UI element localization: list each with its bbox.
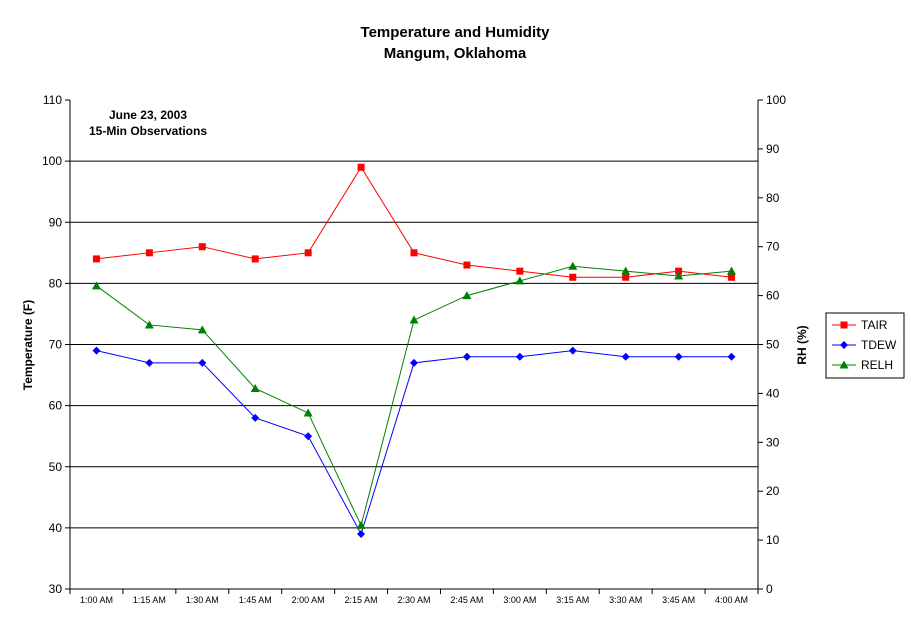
series-line-tdew (96, 350, 732, 536)
point-tdew (568, 346, 577, 355)
x-tick-label: 1:45 AM (239, 595, 272, 605)
point-relh (144, 320, 154, 329)
point-tdew (198, 358, 207, 367)
gridlines (70, 160, 758, 529)
y2-tick-label: 50 (766, 338, 780, 352)
point-tair (463, 261, 471, 269)
annotation-observations: 15-Min Observations (89, 124, 207, 138)
x-tick-label: 3:15 AM (556, 595, 589, 605)
y-tick-label: 50 (49, 460, 63, 474)
y2-axis-label: RH (%) (795, 325, 809, 364)
chart-subtitle: Mangum, Oklahoma (384, 45, 527, 62)
point-tair (145, 249, 153, 257)
annotation-date: June 23, 2003 (109, 108, 187, 122)
point-tdew (251, 413, 260, 422)
point-relh (462, 291, 472, 300)
y2-tick-label: 40 (766, 386, 780, 400)
point-relh (197, 325, 207, 334)
point-tair (622, 273, 630, 281)
y-tick-label: 100 (42, 154, 62, 168)
x-tick-label: 2:45 AM (450, 595, 483, 605)
point-tdew (621, 352, 630, 361)
y-tick-label: 40 (49, 521, 63, 535)
point-tair (410, 249, 418, 257)
y2-tick-label: 100 (766, 93, 786, 107)
legend-label-tdew: TDEW (861, 338, 897, 352)
x-tick-label: 1:30 AM (186, 595, 219, 605)
y2-tick-label: 10 (766, 533, 780, 547)
point-tair (675, 267, 683, 275)
point-relh (303, 408, 313, 417)
point-tdew (674, 352, 683, 361)
x-tick-label: 3:45 AM (662, 595, 695, 605)
x-tick-label: 1:15 AM (133, 595, 166, 605)
y2-tick-label: 70 (766, 240, 780, 254)
series-tair (92, 163, 736, 281)
x-ticks: 1:00 AM 1:15 AM 1:30 AM 1:45 AM 2:00 AM 2:15 … (69, 589, 759, 605)
point-tdew (727, 352, 736, 361)
point-tair (251, 255, 259, 263)
series-line-relh (96, 265, 732, 527)
point-tdew (357, 529, 366, 538)
x-tick-label: 2:00 AM (292, 595, 325, 605)
legend: TAIR TDEW RELH (825, 312, 905, 379)
y2-tick-label: 0 (766, 582, 773, 596)
x-tick-label: 4:00 AM (715, 595, 748, 605)
legend-marker-tdew (840, 341, 848, 349)
x-tick-label: 3:30 AM (609, 595, 642, 605)
point-tdew (304, 432, 313, 441)
series-tdew (92, 346, 736, 538)
y2-tick-label: 60 (766, 289, 780, 303)
x-tick-label: 1:00 AM (80, 595, 113, 605)
y2-tick-label: 90 (766, 142, 780, 156)
point-tair (92, 255, 100, 263)
point-relh (727, 266, 737, 275)
legend-label-tair: TAIR (861, 318, 888, 332)
y-ticks-left: 30 40 50 60 70 80 90 100 110 (42, 93, 70, 596)
legend-item-tdew: TDEW (832, 338, 897, 352)
y-tick-label: 30 (49, 582, 63, 596)
y2-tick-label: 80 (766, 191, 780, 205)
y-ticks-right: 0 10 20 30 40 50 60 70 80 90 100 (758, 93, 786, 596)
y-tick-label: 80 (49, 276, 63, 290)
x-tick-label: 2:15 AM (345, 595, 378, 605)
point-tdew (145, 358, 154, 367)
x-tick-label: 3:00 AM (503, 595, 536, 605)
x-tick-label: 2:30 AM (397, 595, 430, 605)
y-tick-label: 70 (49, 338, 63, 352)
point-tair (569, 273, 577, 281)
series-group (91, 163, 737, 538)
y-tick-label: 110 (43, 93, 62, 107)
point-tair (728, 273, 736, 281)
y-axis-label: Temperature (F) (21, 300, 35, 390)
point-tair (516, 267, 524, 275)
point-tair (357, 163, 365, 171)
chart-title: Temperature and Humidity (361, 24, 551, 41)
point-relh (568, 261, 578, 270)
series-relh (91, 261, 737, 529)
point-relh (515, 276, 525, 285)
point-tair (198, 243, 206, 251)
point-tair (304, 249, 312, 257)
point-tdew (92, 346, 101, 355)
point-tdew (462, 352, 471, 361)
legend-marker-relh (839, 360, 849, 369)
legend-item-relh: RELH (832, 358, 893, 372)
point-tdew (515, 352, 524, 361)
point-relh (356, 520, 366, 529)
point-relh (409, 315, 419, 324)
point-tdew (410, 358, 418, 367)
y2-tick-label: 20 (766, 484, 780, 498)
legend-label-relh: RELH (861, 358, 893, 372)
point-relh (621, 266, 631, 275)
point-relh (674, 271, 684, 280)
y-tick-label: 60 (49, 399, 63, 413)
y2-tick-label: 30 (766, 435, 780, 449)
legend-item-tair: TAIR (832, 318, 888, 332)
point-relh (91, 281, 101, 290)
y-tick-label: 90 (49, 215, 63, 229)
legend-marker-tair (840, 321, 848, 329)
point-relh (250, 384, 260, 393)
